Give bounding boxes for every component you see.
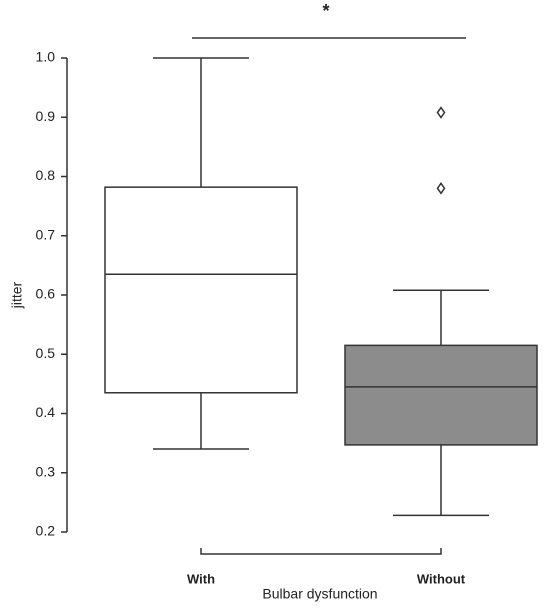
outlier [436, 182, 446, 195]
y-tick-label: 0.7 [36, 226, 56, 242]
y-axis-label: jitter [9, 281, 25, 309]
y-tick-label: 0.5 [36, 345, 56, 361]
y-tick-label: 0.3 [36, 463, 56, 479]
y-tick-label: 0.4 [36, 404, 56, 420]
box [344, 344, 538, 446]
x-tick-label: With [187, 571, 215, 586]
x-axis-label: Bulbar dysfunction [262, 586, 377, 602]
y-tick-label: 0.9 [36, 108, 56, 124]
y-tick-label: 1.0 [36, 49, 56, 65]
outlier [436, 106, 446, 119]
y-tick-label: 0.8 [36, 167, 56, 183]
group-bracket [200, 548, 442, 555]
x-tick-label: Without [417, 571, 466, 586]
y-tick-label: 0.6 [36, 286, 56, 302]
significance-marker: * [322, 1, 329, 21]
y-tick-label: 0.2 [36, 523, 56, 539]
box [104, 186, 298, 394]
